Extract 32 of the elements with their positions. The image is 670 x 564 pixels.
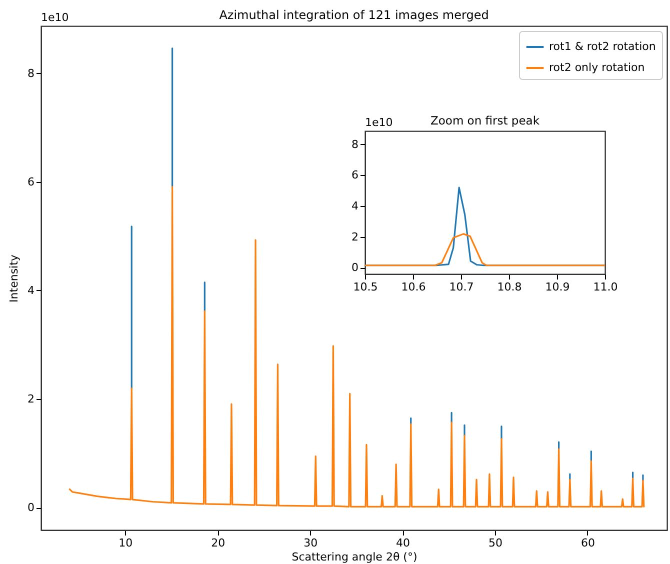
y-tick-label: 6 — [28, 175, 34, 188]
legend-label: rot1 & rot2 rotation — [549, 40, 656, 53]
y-tick-label: 8 — [28, 66, 34, 80]
y-tick-label: 0 — [352, 261, 358, 274]
line-series — [365, 233, 605, 266]
y-tick-label: 0 — [28, 501, 34, 514]
x-tick-label: 30 — [304, 536, 318, 550]
x-tick-label: 10.7 — [449, 280, 474, 294]
x-tick-label: 60 — [580, 536, 595, 550]
x-tick-label: 10.9 — [545, 280, 570, 294]
y-tick-label: 8 — [352, 138, 358, 151]
y-tick-label: 2 — [28, 392, 34, 406]
x-tick-label: 11.0 — [593, 280, 618, 294]
line-series — [68, 186, 645, 508]
x-tick-label: 10.6 — [401, 280, 426, 294]
y-tick-label: 4 — [352, 200, 358, 213]
annotation: 1e10 — [365, 116, 393, 129]
x-tick-label: 10 — [118, 536, 133, 550]
x-tick-label: 20 — [211, 536, 226, 550]
y-axis-title: Intensity — [8, 254, 20, 302]
x-tick-label: 50 — [488, 536, 503, 550]
y-tick-label: 4 — [28, 284, 34, 297]
y-tick-label: 6 — [352, 168, 358, 182]
x-axis-title: Scattering angle 2θ (°) — [292, 550, 418, 564]
x-tick-label: 10.8 — [497, 280, 522, 294]
text: 1e10 — [41, 11, 69, 24]
chart-title: Zoom on first peak — [430, 114, 540, 128]
y-tick-label: 2 — [352, 230, 358, 244]
x-tick-label: 40 — [396, 536, 410, 550]
chart-title: Azimuthal integration of 121 images merged — [219, 8, 489, 22]
x-tick-label: 10.5 — [353, 280, 378, 294]
legend-label: rot2 only rotation — [549, 61, 645, 74]
